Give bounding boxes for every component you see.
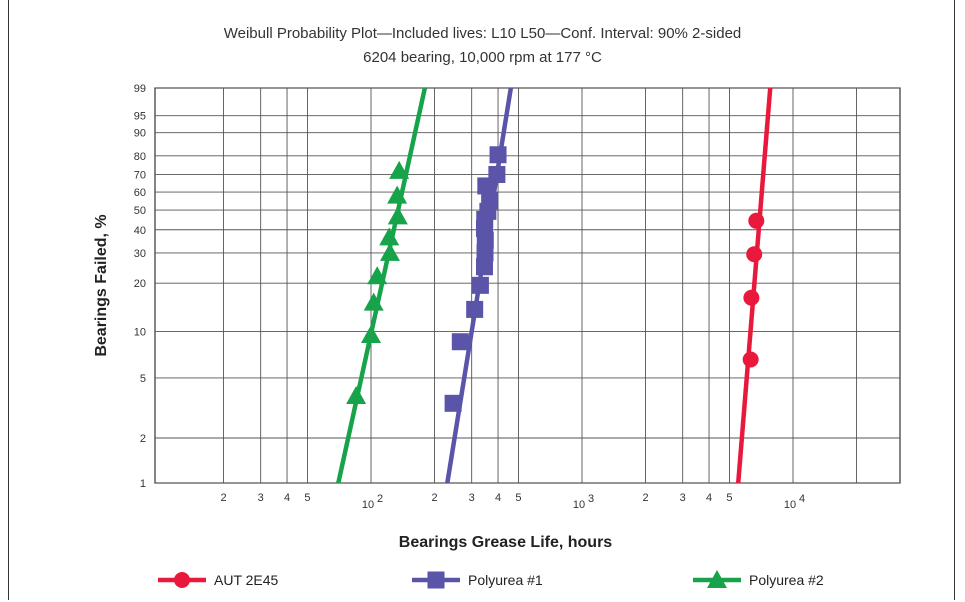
data-point-aut-2e45 xyxy=(742,351,759,368)
x-tick-label: 2 xyxy=(220,492,226,504)
data-point-polyurea-2 xyxy=(379,242,400,261)
x-tick-label: 3 xyxy=(680,492,686,504)
x-axis-title: Bearings Grease Life, hours xyxy=(399,534,613,551)
x-tick-label: 10 xyxy=(362,499,374,511)
data-point-polyurea-1 xyxy=(471,276,489,294)
y-tick-label: 1 xyxy=(140,478,146,490)
chart-frame xyxy=(8,0,955,600)
fit-line-polyurea-2 xyxy=(336,87,428,484)
data-point-aut-2e45 xyxy=(743,289,760,306)
data-point-polyurea-1 xyxy=(476,244,494,262)
y-tick-label: 95 xyxy=(134,111,146,123)
x-tick-label: 10 xyxy=(784,499,796,511)
data-point-polyurea-2 xyxy=(363,292,384,311)
data-point-polyurea-1 xyxy=(481,192,499,210)
x-tick-label: 4 xyxy=(495,492,501,504)
legend-marker-aut-2e45 xyxy=(174,572,190,588)
data-point-polyurea-2 xyxy=(361,325,381,344)
plot-area xyxy=(154,87,901,484)
data-point-polyurea-1 xyxy=(466,300,484,318)
x-tick-label: 2 xyxy=(642,492,648,504)
y-tick-label: 5 xyxy=(140,373,146,385)
data-point-aut-2e45 xyxy=(746,246,763,263)
data-point-polyurea-2 xyxy=(387,206,408,225)
y-tick-label: 80 xyxy=(134,151,146,163)
data-point-polyurea-2 xyxy=(389,160,410,179)
y-tick-label: 70 xyxy=(134,169,146,181)
x-tick-label: 4 xyxy=(284,492,290,504)
data-point-polyurea-2 xyxy=(387,185,408,204)
data-point-polyurea-2 xyxy=(346,386,367,405)
x-tick-label: 4 xyxy=(706,492,712,504)
x-tick-exponent: 2 xyxy=(377,493,383,505)
y-tick-label: 50 xyxy=(134,205,146,217)
x-tick-exponent: 3 xyxy=(588,493,594,505)
legend-marker-polyurea-1 xyxy=(427,571,445,589)
y-tick-label: 20 xyxy=(134,278,146,290)
data-point-polyurea-1 xyxy=(488,165,506,183)
y-tick-label: 40 xyxy=(134,225,146,237)
y-tick-label: 2 xyxy=(140,433,146,445)
x-tick-label: 10 xyxy=(573,499,585,511)
x-tick-label: 5 xyxy=(304,492,310,504)
legend-label-aut-2e45: AUT 2E45 xyxy=(214,572,279,588)
x-tick-exponent: 4 xyxy=(799,493,805,505)
y-tick-label: 60 xyxy=(134,187,146,199)
data-point-polyurea-1 xyxy=(489,146,507,164)
chart-title: Weibull Probability Plot—Included lives:… xyxy=(223,25,742,42)
legend-label-polyurea-2: Polyurea #2 xyxy=(749,572,824,588)
x-tick-label: 2 xyxy=(431,492,437,504)
y-tick-label: 30 xyxy=(134,248,146,260)
data-point-polyurea-1 xyxy=(444,394,462,412)
data-point-aut-2e45 xyxy=(748,212,765,229)
y-tick-label: 90 xyxy=(134,128,146,140)
y-tick-label: 10 xyxy=(134,327,146,339)
y-axis-title: Bearings Failed, % xyxy=(93,214,110,356)
x-tick-label: 5 xyxy=(515,492,521,504)
legend-label-polyurea-1: Polyurea #1 xyxy=(468,572,543,588)
fit-line-aut-2e45 xyxy=(735,87,773,484)
x-tick-label: 5 xyxy=(726,492,732,504)
x-tick-label: 3 xyxy=(469,492,475,504)
data-point-polyurea-2 xyxy=(379,227,400,246)
data-point-polyurea-1 xyxy=(451,333,469,351)
data-point-polyurea-1 xyxy=(475,258,493,276)
legend-marker-polyurea-2 xyxy=(707,570,727,588)
y-tick-label: 99 xyxy=(134,83,146,95)
chart-subtitle: 6204 bearing, 10,000 rpm at 177 °C xyxy=(363,49,602,66)
x-tick-label: 3 xyxy=(258,492,264,504)
data-point-polyurea-2 xyxy=(367,266,388,285)
